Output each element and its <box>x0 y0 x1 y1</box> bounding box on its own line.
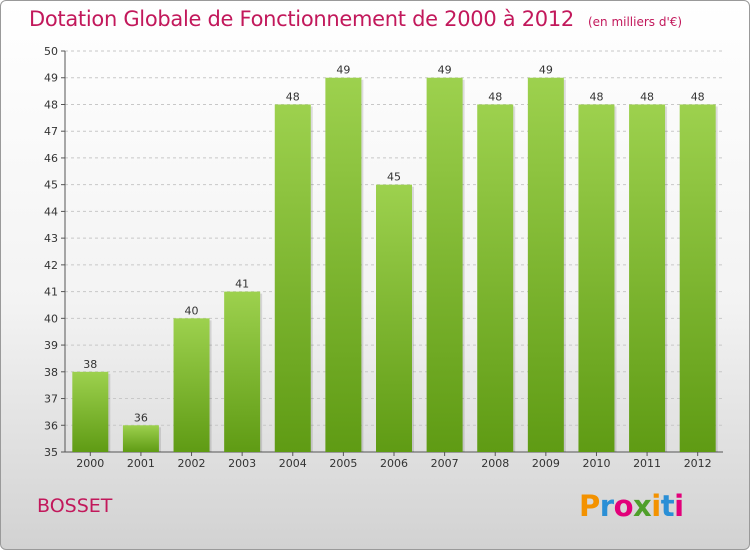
bar <box>224 291 261 452</box>
bar <box>122 425 159 452</box>
unit-subtitle: (en milliers d'€) <box>587 15 683 29</box>
x-tick-label: 2007 <box>431 457 459 470</box>
bar-value-label: 38 <box>83 358 97 371</box>
logo-letter: x <box>633 489 652 523</box>
x-tick-label: 2004 <box>279 457 307 470</box>
y-tick-label: 45 <box>44 179 58 192</box>
commune-name: BOSSET <box>37 495 113 517</box>
title-text: Dotation Globale de Fonctionnement de 20… <box>29 7 574 31</box>
x-tick-label: 2008 <box>481 457 509 470</box>
x-tick-label: 2005 <box>329 457 357 470</box>
bar-value-label: 48 <box>488 90 502 103</box>
bar-value-label: 36 <box>134 411 148 424</box>
y-tick-label: 42 <box>44 259 58 272</box>
y-tick-label: 46 <box>44 152 58 165</box>
labels: 38 2000 36 2001 40 2002 41 2003 48 2004 49 2005 45 20… <box>76 64 711 470</box>
x-tick-label: 2009 <box>532 457 560 470</box>
bar <box>72 371 109 452</box>
y-tick-label: 39 <box>44 339 58 352</box>
logo-letter: i <box>651 489 661 523</box>
bar <box>527 77 564 452</box>
bar <box>325 77 362 452</box>
y-tick-label: 48 <box>44 98 58 111</box>
bar <box>477 104 514 452</box>
proxiti-logo: Proxiti <box>579 489 684 523</box>
bar-value-label: 49 <box>336 64 350 77</box>
x-tick-label: 2002 <box>178 457 206 470</box>
bar-value-label: 48 <box>589 90 603 103</box>
x-tick-label: 2010 <box>582 457 610 470</box>
bar-value-label: 41 <box>235 278 249 291</box>
x-tick-label: 2003 <box>228 457 256 470</box>
y-tick-label: 36 <box>44 419 58 432</box>
y-tick-label: 40 <box>44 312 58 325</box>
logo-letter: o <box>613 489 634 523</box>
logo-letter: i <box>674 489 684 523</box>
bar <box>376 184 412 452</box>
y-tick-label: 37 <box>44 393 58 406</box>
bar <box>274 104 311 452</box>
bar <box>629 104 666 452</box>
x-tick-label: 2000 <box>76 457 104 470</box>
y-tick-label: 49 <box>44 72 58 85</box>
x-tick-label: 2012 <box>684 457 712 470</box>
x-tick-label: 2006 <box>380 457 408 470</box>
bar-value-label: 48 <box>286 90 300 103</box>
y-tick-label: 41 <box>44 286 58 299</box>
bar-value-label: 48 <box>691 90 705 103</box>
y-tick-label: 35 <box>44 446 58 459</box>
logo-letter: t <box>660 489 675 523</box>
logo-letter: r <box>599 489 614 523</box>
bar <box>578 104 615 452</box>
y-tick-label: 44 <box>44 205 58 218</box>
bar-value-label: 49 <box>539 64 553 77</box>
logo-letter: P <box>579 489 600 523</box>
x-tick-label: 2001 <box>127 457 155 470</box>
x-tick-label: 2011 <box>633 457 661 470</box>
chart-title: Dotation Globale de Fonctionnement de 20… <box>29 7 682 31</box>
bar <box>679 104 716 452</box>
bar-value-label: 48 <box>640 90 654 103</box>
y-tick-label: 38 <box>44 366 58 379</box>
y-tick-label: 50 <box>44 45 58 58</box>
y-tick-label: 43 <box>44 232 58 245</box>
bar-value-label: 45 <box>387 171 401 184</box>
bar <box>173 318 210 452</box>
bars <box>72 77 718 452</box>
bar <box>426 77 463 452</box>
bar-value-label: 49 <box>438 64 452 77</box>
y-tick-label: 47 <box>44 125 58 138</box>
bar-value-label: 40 <box>185 304 199 317</box>
